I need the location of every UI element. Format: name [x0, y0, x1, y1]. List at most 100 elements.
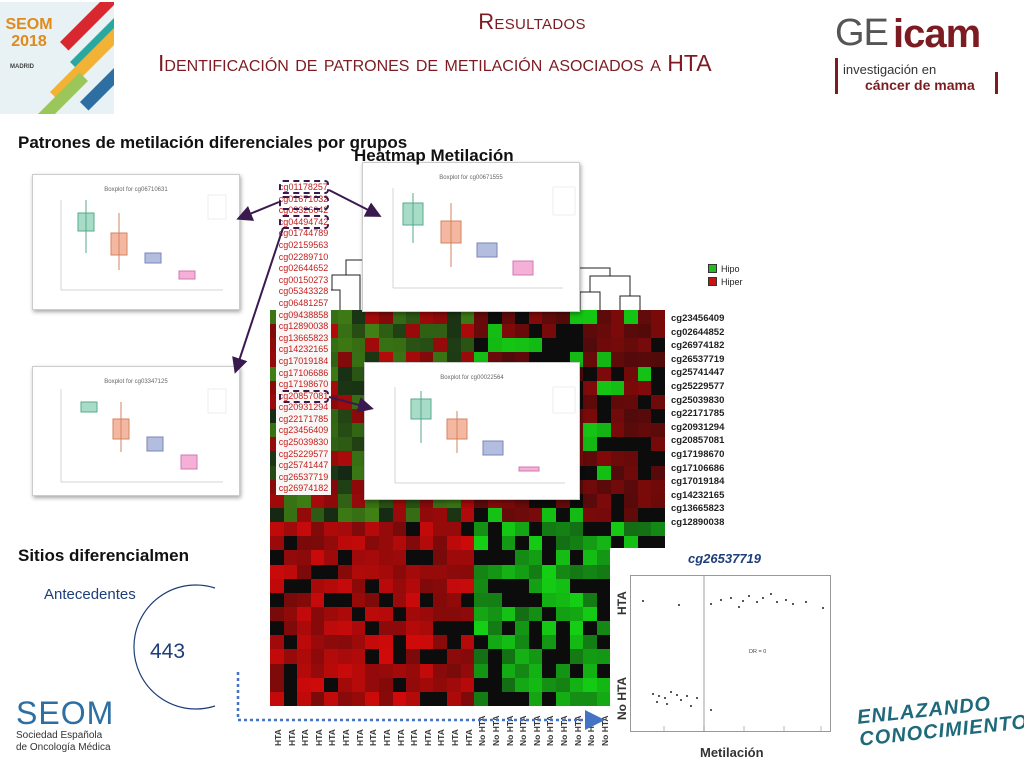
- heatmap-cell: [338, 677, 352, 692]
- heatmap-cell: [501, 522, 516, 537]
- heatmap-cell: [419, 536, 434, 551]
- heatmap-cell: [556, 536, 570, 551]
- heatmap-cell: [515, 508, 529, 523]
- heatmap-column-label: HTA: [354, 729, 365, 746]
- highlighted-cpg-label: cg02159563: [278, 239, 329, 250]
- heatmap-cell: [338, 607, 352, 622]
- heatmap-cell: [378, 324, 393, 339]
- heatmap-cell: [338, 465, 352, 480]
- heatmap-cell: [297, 550, 311, 565]
- highlighted-cpg-label: cg25229577: [278, 448, 329, 459]
- heatmap-cell: [447, 536, 461, 551]
- heatmap-cell: [528, 592, 543, 607]
- heatmap-cell: [365, 550, 379, 565]
- scatter-chart: DR = 0: [642, 576, 824, 731]
- heatmap-cell: [501, 338, 516, 353]
- heatmap-cell: [583, 352, 597, 367]
- heatmap-cell: [392, 508, 407, 523]
- highlighted-cpg-label: cg26974182: [278, 483, 329, 494]
- heatmap-column-label: HTA: [395, 729, 406, 746]
- heatmap-cell: [433, 663, 448, 678]
- heatmap-cell: [297, 691, 311, 706]
- cpg-label: cg26974182: [671, 340, 725, 352]
- heatmap-cell: [528, 663, 543, 678]
- heatmap-cell: [583, 451, 597, 466]
- geicam-tagline-2: cáncer de mama: [865, 77, 975, 93]
- heatmap-cell: [351, 437, 366, 452]
- heatmap-cell: [297, 663, 311, 678]
- heatmap-cell: [637, 508, 652, 523]
- heatmap-cell: [610, 338, 625, 353]
- heatmap-cell: [419, 578, 434, 593]
- heatmap-cell: [392, 564, 407, 579]
- heatmap-cell: [351, 508, 366, 523]
- heatmap-cell: [515, 621, 529, 636]
- heatmap-cell: [378, 621, 393, 636]
- heatmap-cell: [310, 592, 325, 607]
- heatmap-cell: [310, 663, 325, 678]
- heatmap-cell: [651, 522, 665, 537]
- heatmap-cell: [447, 635, 461, 650]
- heatmap-cell: [624, 479, 638, 494]
- heatmap-cell: [270, 536, 284, 551]
- heatmap-cell: [501, 621, 516, 636]
- heatmap-cell: [583, 479, 597, 494]
- heatmap-cell: [351, 592, 366, 607]
- heatmap-cell: [351, 550, 366, 565]
- heatmap-cell: [624, 310, 638, 325]
- heatmap-cell: [528, 621, 543, 636]
- heatmap-cell: [583, 380, 597, 395]
- heatmap-cell: [596, 310, 611, 325]
- heatmap-cell: [556, 592, 570, 607]
- heatmap-cell: [419, 508, 434, 523]
- heatmap-cell: [637, 324, 652, 339]
- heatmap-cell: [378, 508, 393, 523]
- heatmap-cell: [474, 592, 488, 607]
- heatmap-cell: [610, 380, 625, 395]
- boxplot-title-4: Boxplot for cg00022564: [440, 375, 504, 381]
- heatmap-cell: [351, 352, 366, 367]
- heatmap-cell: [583, 564, 597, 579]
- heatmap-cell: [351, 607, 366, 622]
- heatmap-column-label: HTA: [273, 729, 283, 746]
- heatmap-cell: [474, 338, 488, 353]
- heatmap-cell: [474, 578, 488, 593]
- heatmap-cell: [542, 310, 557, 325]
- heatmap-cell: [351, 493, 366, 508]
- heatmap-cell: [487, 635, 502, 650]
- antecedentes-label: Antecedentes: [44, 586, 136, 603]
- heatmap-cell: [637, 352, 652, 367]
- boxplot-chart-1: [60, 194, 227, 291]
- scatter-y-label-nohta: No HTA: [615, 676, 629, 720]
- heatmap-cell: [365, 578, 379, 593]
- heatmap-cell: [324, 607, 339, 622]
- boxplot-title-1: Boxplot for cg06710631: [104, 187, 168, 193]
- heatmap-cell: [283, 677, 298, 692]
- heatmap-column-label: No HTA: [586, 715, 597, 746]
- geicam-logo: GE icam investigación en cáncer de mama: [835, 12, 1015, 104]
- heatmap-cell: [324, 564, 339, 579]
- heatmap-cell: [460, 663, 475, 678]
- heatmap-cell: [419, 564, 434, 579]
- heatmap-cell: [528, 691, 543, 706]
- heatmap-cell: [378, 564, 393, 579]
- heatmap-cell: [392, 324, 407, 339]
- heatmap-cell: [433, 649, 448, 664]
- heatmap-cell: [338, 380, 352, 395]
- page-subtitle: Identificación de patrones de metilación…: [158, 50, 712, 76]
- heatmap-cell: [556, 677, 570, 692]
- heatmap-cell: [487, 536, 502, 551]
- boxplot-chart-2: [392, 186, 576, 289]
- heatmap-cell: [651, 479, 665, 494]
- heatmap-cell: [460, 592, 475, 607]
- heatmap-cell: [487, 677, 502, 692]
- cpg-label: cg14232165: [671, 489, 725, 501]
- heatmap-cell: [651, 465, 665, 480]
- heatmap-cell: [270, 621, 284, 636]
- heatmap-cell: [596, 423, 611, 438]
- heatmap-cell: [378, 592, 393, 607]
- heatmap-cell: [324, 649, 339, 664]
- heatmap-cell: [406, 649, 420, 664]
- heatmap-cell: [583, 635, 597, 650]
- heatmap-cell: [637, 522, 652, 537]
